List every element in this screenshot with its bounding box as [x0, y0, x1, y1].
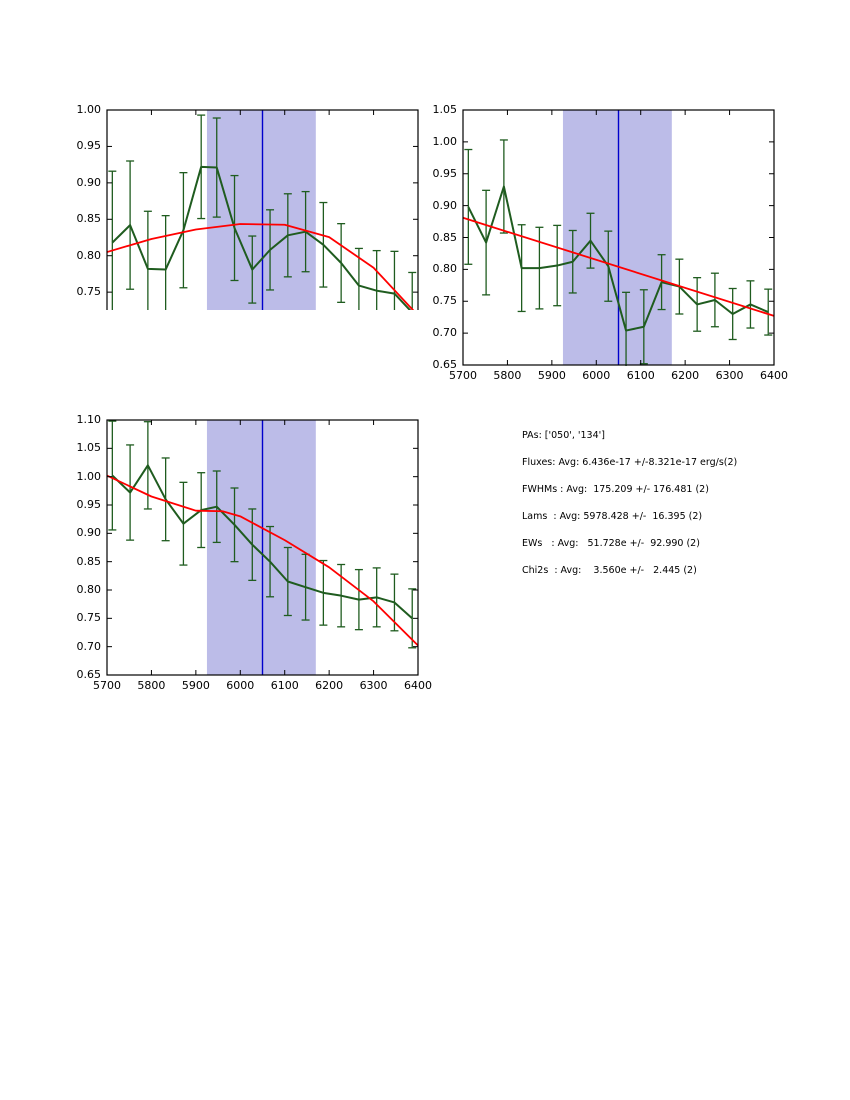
- y-tick-label: 0.95: [76, 139, 102, 153]
- x-tick-label: 6400: [404, 679, 432, 692]
- y-tick-label: 0.65: [76, 668, 102, 681]
- y-tick-label: 0.95: [76, 498, 102, 511]
- x-tick-label: 5800: [493, 369, 522, 382]
- y-tick-label: 1.00: [432, 134, 458, 148]
- panel-065: 065 1e−18 0.650.700.750.800.850.900.951.…: [420, 0, 850, 401]
- y-tick-label: 0.75: [76, 611, 102, 625]
- summary-line-pas: PAs: ['050', '134']: [522, 430, 605, 441]
- x-tick-label: 6000: [582, 369, 611, 382]
- x-tick-label: 5700: [449, 369, 477, 382]
- y-tick-label: 0.75: [76, 285, 102, 299]
- x-tick-label: 6200: [671, 369, 700, 382]
- plot-area-065: [420, 0, 850, 401]
- y-tick-label: 0.75: [432, 294, 458, 308]
- plot-area-pa-134: [0, 310, 431, 711]
- summary-line-lams: Lams : Avg: 5978.428 +/- 16.395 (2): [522, 511, 703, 522]
- x-tick-label: 6400: [760, 369, 788, 382]
- x-tick-label: 5700: [93, 679, 121, 692]
- x-tick-label: 6000: [226, 679, 255, 692]
- y-tick-label: 0.70: [76, 639, 102, 653]
- y-tick-label: 1.00: [76, 469, 102, 483]
- y-tick-label: 0.90: [76, 175, 102, 189]
- y-tick-label: 0.85: [76, 212, 102, 226]
- y-tick-label: 0.95: [432, 166, 458, 180]
- y-tick-label: 0.80: [76, 583, 102, 596]
- y-tick-label: 0.90: [76, 526, 102, 540]
- y-tick-label: 0.70: [432, 326, 458, 340]
- y-tick-label: 0.85: [76, 554, 102, 568]
- summary-statistics: PAs: ['050', '134'] Fluxes: Avg: 6.436e-…: [522, 430, 832, 592]
- y-tick-label: 0.65: [432, 358, 458, 371]
- summary-line-fluxes: Fluxes: Avg: 6.436e-17 +/-8.321e-17 erg/…: [522, 457, 738, 468]
- y-tick-label: 1.05: [432, 103, 458, 116]
- y-tick-label: 1.05: [76, 441, 102, 455]
- y-tick-label: 1.10: [76, 413, 102, 426]
- x-tick-label: 6300: [715, 369, 744, 382]
- x-tick-label: 6300: [359, 679, 388, 692]
- x-tick-label: 5900: [181, 679, 210, 692]
- x-tick-label: 5800: [137, 679, 166, 692]
- x-tick-label: 6100: [626, 369, 655, 382]
- y-tick-label: 0.85: [432, 230, 458, 244]
- x-tick-label: 6200: [315, 679, 344, 692]
- y-tick-label: 0.80: [432, 262, 458, 276]
- y-tick-label: 0.90: [432, 198, 458, 212]
- summary-line-fwhms: FWHMs : Avg: 175.209 +/- 176.481 (2): [522, 484, 709, 495]
- summary-line-ews: EWs : Avg: 51.728e +/- 92.990 (2): [522, 538, 700, 549]
- y-tick-label: 0.80: [76, 248, 102, 262]
- y-tick-label: 1.00: [76, 103, 102, 116]
- x-tick-label: 6100: [270, 679, 299, 692]
- x-tick-label: 5900: [537, 369, 566, 382]
- summary-line-chi2s: Chi2s : Avg: 3.560e +/- 2.445 (2): [522, 565, 697, 576]
- panel-pa-134: PA:134 flux:5.5e-18 F: 50.4ALam:5966.8A …: [0, 310, 432, 711]
